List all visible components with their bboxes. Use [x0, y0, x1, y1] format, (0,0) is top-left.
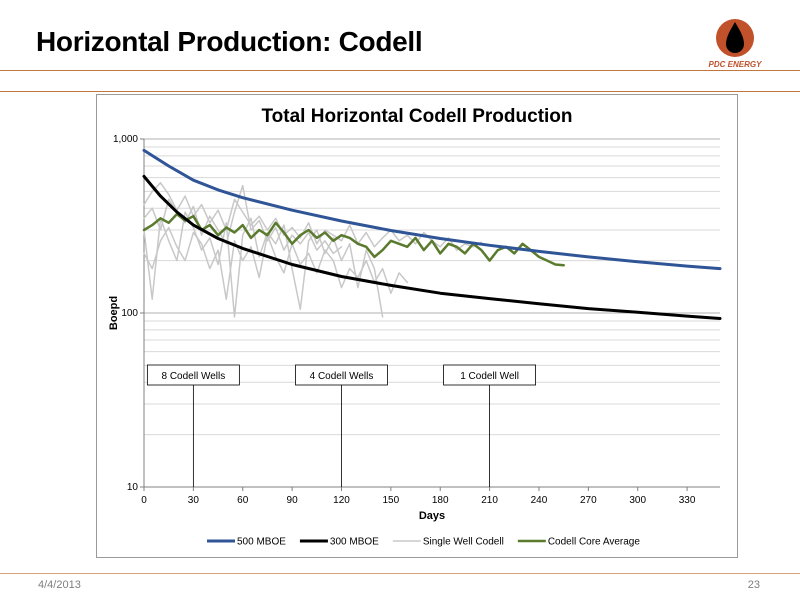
- x-tick-label: 60: [237, 495, 249, 506]
- series-line-single-well-codell: [143, 226, 409, 300]
- series-line-single-well-codell: [143, 211, 384, 318]
- x-tick-label: 270: [580, 495, 597, 506]
- x-tick-label: 120: [333, 495, 350, 506]
- y-axis-title: Boepd: [108, 296, 120, 330]
- legend-label: 500 MBOE: [237, 537, 286, 548]
- chart-frame: 0 30 60 90 120 150 180 210 240 270 300 330 10 100 1,00…: [96, 94, 738, 558]
- title-rule: [0, 70, 800, 71]
- x-axis-title: Days: [419, 510, 445, 522]
- series-line-500-mboe: [142, 148, 722, 271]
- footer-rule: [0, 573, 800, 574]
- footer-date: 4/4/2013: [38, 579, 81, 591]
- legend-label: 300 MBOE: [330, 537, 379, 548]
- pdc-energy-logo: PDC ENERGY: [703, 16, 767, 74]
- logo-text: PDC ENERGY: [708, 60, 762, 69]
- x-tick-label: 300: [629, 495, 646, 506]
- annotation-label: 4 Codell Wells: [310, 371, 374, 382]
- annotation-box: [443, 364, 537, 386]
- series-line-codell-core-average: [142, 212, 565, 267]
- annotation-box: [295, 364, 388, 386]
- y-tick-label: 1,000: [113, 134, 138, 145]
- logo-mark: [716, 19, 754, 57]
- annotation-box: [146, 364, 240, 386]
- legend-label: Single Well Codell: [423, 537, 504, 548]
- title-rule-lower: [0, 91, 800, 92]
- chart-title: Total Horizontal Codell Production: [261, 106, 572, 127]
- x-tick-label: 0: [141, 495, 147, 506]
- legend-label: Codell Core Average: [548, 537, 641, 548]
- x-tick-label: 330: [679, 495, 696, 506]
- x-tick-label: 30: [188, 495, 200, 506]
- y-tick-label: 100: [121, 308, 138, 319]
- y-tick-label: 10: [127, 482, 139, 493]
- annotation-label: 8 Codell Wells: [162, 371, 226, 382]
- slide-title: Horizontal Production: Codell: [36, 26, 423, 57]
- series-line-300-mboe: [142, 174, 722, 320]
- x-tick-label: 210: [481, 495, 498, 506]
- x-tick-label: 240: [531, 495, 548, 506]
- production-chart: 0 30 60 90 120 150 180 210 240 270 300 330 10 100 1,00…: [108, 106, 722, 548]
- x-tick-label: 150: [383, 495, 400, 506]
- x-tick-label: 90: [287, 495, 299, 506]
- annotation-label: 1 Codell Well: [460, 371, 519, 382]
- x-tick-label: 180: [432, 495, 449, 506]
- series-line-single-well-codell: [143, 184, 343, 255]
- page-number: 23: [747, 579, 760, 591]
